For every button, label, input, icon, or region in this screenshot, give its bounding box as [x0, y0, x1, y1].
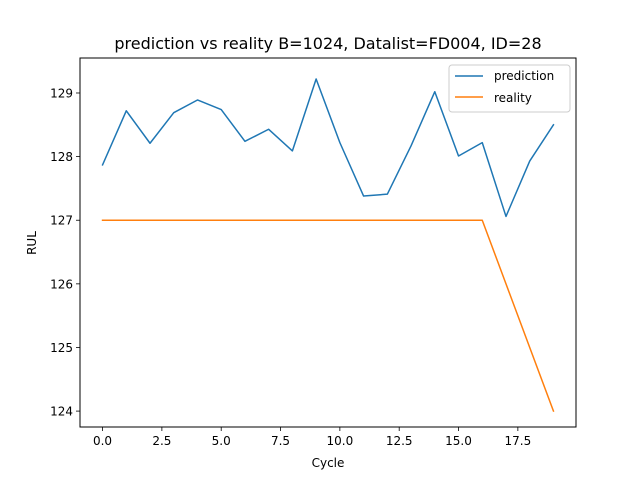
x-tick-label: 7.5: [271, 434, 290, 448]
x-axis-ticks: 0.0 2.5 5.0 7.5 10.0 12.5 15.0 17.5: [93, 427, 531, 448]
x-tick-label: 17.5: [504, 434, 531, 448]
y-tick-label: 126: [50, 277, 73, 291]
y-axis-ticks: 124 125 126 127 128 129: [50, 86, 80, 419]
y-tick-label: 127: [50, 214, 73, 228]
legend: prediction reality: [448, 64, 571, 113]
x-tick-label: 15.0: [445, 434, 472, 448]
x-tick-label: 12.5: [386, 434, 413, 448]
series-line-reality: [101, 219, 555, 413]
x-tick-label: 0.0: [93, 434, 112, 448]
x-axis-label: Cycle: [312, 456, 345, 470]
x-tick-label: 2.5: [152, 434, 171, 448]
y-tick-label: 124: [50, 405, 73, 419]
y-axis-label: RUL: [25, 231, 39, 255]
legend-label-prediction: prediction: [494, 69, 554, 83]
x-tick-label: 5.0: [212, 434, 231, 448]
plot-lines: [101, 78, 555, 413]
legend-label-reality: reality: [494, 91, 532, 105]
y-tick-label: 125: [50, 341, 73, 355]
y-tick-label: 129: [50, 86, 73, 100]
plot-frame: [79, 57, 577, 428]
y-tick-label: 128: [50, 150, 73, 164]
x-tick-label: 10.0: [327, 434, 354, 448]
chart-title: prediction vs reality B=1024, Datalist=F…: [114, 34, 541, 53]
series-line-prediction: [101, 78, 555, 218]
